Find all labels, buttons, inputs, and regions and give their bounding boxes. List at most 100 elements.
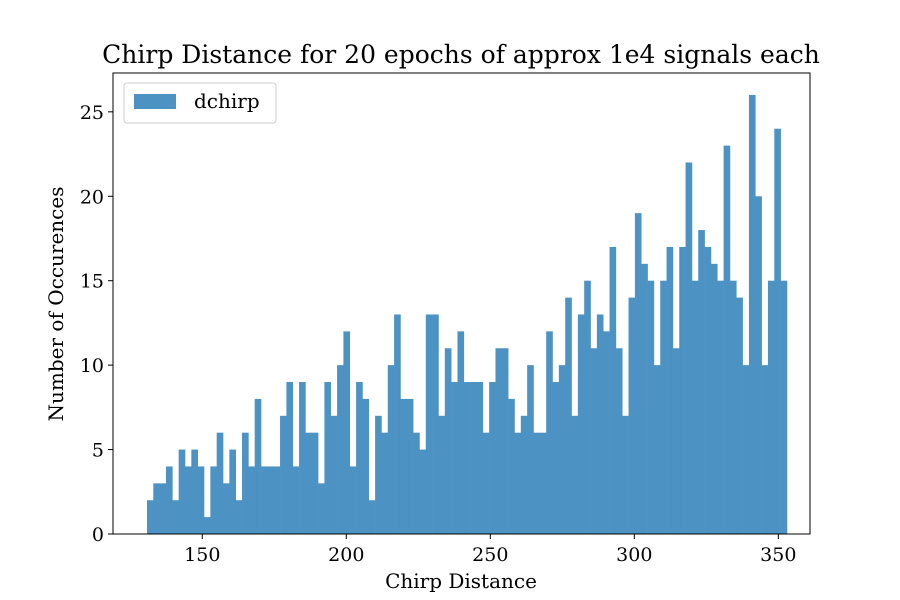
histogram-bar — [495, 348, 503, 534]
histogram-bar — [368, 500, 376, 534]
histogram-bar — [387, 365, 395, 534]
histogram-bar — [755, 196, 762, 534]
histogram-bar — [356, 382, 363, 534]
histogram-bar — [197, 466, 205, 534]
histogram-bar — [413, 432, 420, 534]
legend: dchirp — [123, 82, 277, 124]
histogram-bar — [641, 263, 648, 534]
x-axis-ticks: 150 200 250 300 350 — [184, 534, 796, 566]
histogram-bar — [470, 382, 477, 534]
histogram-bar — [590, 348, 598, 534]
histogram-bar — [337, 365, 344, 534]
histogram-bar — [609, 246, 617, 534]
y-tick-label: 15 — [80, 271, 104, 293]
histogram-bar — [159, 483, 167, 534]
histogram-bar — [425, 314, 433, 534]
plot-frame — [112, 72, 811, 535]
histogram-bar — [603, 331, 610, 534]
y-tick-label: 10 — [80, 355, 104, 377]
histogram-bar — [280, 415, 287, 534]
histogram-bar — [704, 246, 712, 534]
histogram-bar — [546, 331, 553, 534]
histogram-bar — [229, 449, 236, 534]
legend-label: dchirp — [194, 89, 260, 113]
histogram-bar — [343, 331, 351, 534]
histogram-bar — [400, 398, 408, 534]
histogram-bar — [476, 382, 484, 534]
y-tick-label: 5 — [92, 440, 104, 462]
histogram-bar — [634, 213, 642, 534]
histogram-bar — [672, 348, 680, 534]
histogram-bar — [267, 466, 275, 534]
legend-box — [123, 82, 277, 124]
histogram-bar — [736, 297, 743, 534]
histogram-bar — [311, 432, 319, 534]
histogram-bar — [204, 517, 211, 534]
histogram-bar — [780, 280, 788, 534]
histogram-bar — [235, 500, 243, 534]
histogram-bar — [172, 500, 179, 534]
histogram-bar — [185, 466, 192, 534]
histogram-bar — [375, 415, 382, 534]
histogram-bar — [710, 263, 718, 534]
histogram-bar — [748, 94, 756, 534]
histogram-bar — [514, 432, 522, 534]
histogram-bar — [444, 348, 452, 534]
histogram-bar — [381, 432, 389, 534]
histogram-bar — [584, 280, 591, 534]
histogram-bar — [685, 162, 693, 534]
y-axis-label: Number of Occurences — [44, 187, 68, 422]
y-tick-label: 25 — [80, 102, 104, 124]
histogram-bar — [178, 449, 186, 534]
legend-swatch — [134, 94, 176, 109]
histogram-bar — [153, 483, 160, 534]
histogram-bar — [261, 466, 268, 534]
x-tick-label: 200 — [328, 544, 364, 566]
histogram-bar — [191, 449, 198, 534]
histogram-bar — [451, 382, 458, 534]
histogram-bar — [286, 382, 294, 534]
histogram-bar — [723, 145, 731, 535]
histogram-bar — [660, 280, 667, 534]
histogram-bar — [565, 297, 572, 534]
x-tick-label: 300 — [616, 544, 652, 566]
histogram-bar — [330, 415, 338, 534]
histogram-bar — [647, 280, 655, 534]
histogram-bar — [349, 466, 357, 534]
histogram-bar — [299, 382, 306, 534]
histogram-bar — [653, 365, 661, 534]
histogram-bar — [432, 314, 439, 534]
histogram-bar — [457, 331, 465, 534]
bars-group — [146, 94, 788, 535]
histogram-bar — [324, 382, 332, 534]
histogram-bar — [254, 398, 262, 534]
histogram-bar — [362, 398, 370, 534]
histogram-bar — [292, 466, 300, 534]
histogram-bar — [216, 432, 224, 534]
histogram-bar — [482, 432, 490, 534]
histogram-bar — [463, 382, 471, 534]
histogram-bar — [318, 483, 325, 534]
histogram-bar — [223, 483, 230, 534]
histogram-bar — [508, 398, 515, 534]
histogram-bar — [628, 297, 636, 534]
histogram-bar — [210, 466, 217, 534]
y-axis-ticks: 0 5 10 15 20 25 — [80, 102, 113, 546]
histogram-bar — [729, 280, 737, 534]
x-tick-label: 150 — [184, 544, 220, 566]
histogram-bar — [577, 314, 585, 534]
histogram-bar — [552, 382, 560, 534]
histogram-bar — [166, 466, 173, 534]
histogram-bar — [438, 415, 446, 534]
histogram-bar — [273, 466, 281, 534]
histogram-bar — [419, 449, 427, 534]
x-tick-label: 350 — [760, 544, 796, 566]
histogram-bar — [596, 314, 604, 534]
histogram-bar — [761, 365, 769, 534]
x-axis-label: Chirp Distance — [385, 569, 537, 593]
histogram-bar — [248, 466, 256, 534]
histogram-bar — [489, 382, 496, 534]
histogram-bar — [615, 348, 623, 534]
histogram-bar — [520, 415, 528, 534]
